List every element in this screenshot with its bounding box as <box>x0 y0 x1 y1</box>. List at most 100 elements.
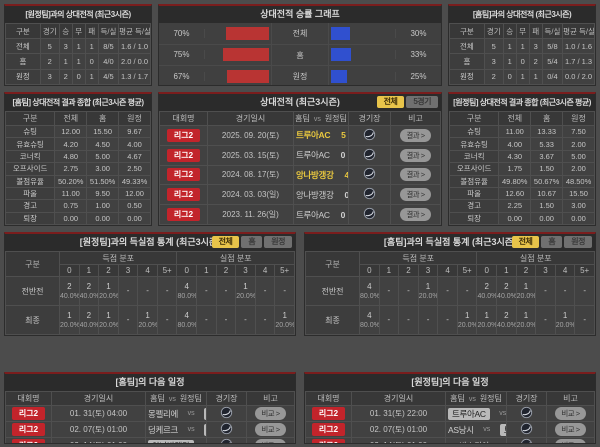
stadium-cell <box>348 204 391 225</box>
goal-col-header: 0 <box>359 264 380 277</box>
compare-button[interactable]: 비교 > <box>255 439 286 443</box>
home-team-name: AS낭시 <box>448 424 474 435</box>
result-button[interactable]: 결과 > <box>400 148 431 162</box>
goal-cols-row: 0 1 2 3 4 5+ 0 1 2 3 4 5+ <box>306 264 595 277</box>
stadium-icon[interactable] <box>520 438 533 443</box>
tab-home[interactable]: 홈 <box>241 236 263 248</box>
home-score: 0 <box>344 190 347 200</box>
stadium-icon[interactable] <box>220 438 233 443</box>
row-label: 홈 <box>5 53 41 70</box>
away-winrate-bar <box>331 26 350 40</box>
compare-button[interactable]: 비교 > <box>555 439 586 443</box>
stadium-icon[interactable] <box>220 406 233 420</box>
record-cell: 3 <box>528 37 543 55</box>
away-winrate-bar <box>331 48 352 62</box>
goal-dist-cell: 2 40.0% <box>78 276 100 306</box>
result-button[interactable]: 결과 > <box>400 208 431 222</box>
summary-cell: 2.00 <box>562 162 595 176</box>
stat-row: 최종 4 80.0% - - - -1 20.0% 1 20.0% 2 40.0% 1 20.0% -1 20… <box>305 305 595 335</box>
stadium-icon[interactable] <box>363 128 376 141</box>
compare-button[interactable]: 비교 > <box>555 407 586 420</box>
tab-all[interactable]: 전체 <box>211 236 240 248</box>
col-header: 대회명 <box>305 391 352 406</box>
stadium-icon[interactable] <box>363 148 376 161</box>
summary-cell: 9.67 <box>118 124 151 139</box>
record-row: 전체 5 1 1 3 5/8 1.0 / 1.6 <box>449 37 595 55</box>
result-button[interactable]: 결과 > <box>400 128 431 142</box>
record-cell: 3 <box>39 68 60 85</box>
record-cell: 2 <box>528 53 543 70</box>
row-label: 원정 <box>5 68 41 85</box>
goal-col-header: 1 <box>496 264 517 277</box>
home-team-summary-panel: [홈팀] 상대전적 결과 종합 (최근3시즌 평균) 구분 전체 홈 원정 슈팅… <box>4 92 152 226</box>
record-row: 홈 3 1 0 2 5/4 1.7 / 1.3 <box>449 53 595 70</box>
stat-row: 전반전 2 40.0% 2 40.0% 1 20.0% - - -4 80.0% - -1 20.0% - - <box>5 276 295 306</box>
note-cell: 비교 > <box>246 421 295 438</box>
panel-title: [원정팀]의 다음 일정 <box>305 374 595 391</box>
away-winrate-track <box>329 23 395 44</box>
record-cell: 1 <box>528 68 543 85</box>
stadium-icon[interactable] <box>220 422 233 436</box>
result-button[interactable]: 결과 > <box>400 168 431 182</box>
away-winrate-value: 25% <box>395 72 441 82</box>
league-cell: 리그2 <box>5 421 52 438</box>
goal-stats-vs-home-panel: [홈팀]과의 득실점 통계 (최근3시즌) 전체 홈 원정 구분 득점 분포 실… <box>304 232 596 336</box>
panel-title: 상대전적 (최근3시즌) 전체 5경기 <box>159 94 441 111</box>
summary-cell: 0.50 <box>118 199 151 213</box>
match-date: 2025. 09. 20(토) <box>207 125 294 146</box>
tab-all[interactable]: 전체 <box>511 236 540 248</box>
compare-button[interactable]: 비교 > <box>255 423 286 436</box>
row-label: 코너킥 <box>5 149 56 164</box>
row-label: 슈팅 <box>449 124 500 139</box>
goal-dist-cell: - <box>398 305 419 335</box>
tab-home[interactable]: 홈 <box>541 236 563 248</box>
summary-row: 파울 11.00 9.50 12.00 <box>5 186 151 201</box>
goal-dist-cell: - <box>574 305 595 335</box>
record-row: 홈 2 1 1 0 4/0 2.0 / 0.0 <box>5 53 151 70</box>
record-cell: 4/0 <box>97 53 120 70</box>
compare-button[interactable]: 비교 > <box>255 407 286 420</box>
match-row: 리그2 2024. 03. 03(일) 앙나방갱강 0-0 트루아AC 결과 > <box>159 184 441 206</box>
stadium-icon[interactable] <box>520 422 533 436</box>
matchup-cell: 앙나방갱강 0-0 트루아AC <box>293 184 349 206</box>
stadium-cell <box>348 184 391 206</box>
match-row: 리그2 2025. 09. 20(토) 트루아AC 5-2 앙나방갱강 결과 > <box>159 125 441 146</box>
summary-row: 유효슈팅 4.20 4.50 4.00 <box>5 137 151 151</box>
schedule-row: 리그2 02. 07(토) 01:00 덩케르크 vs 앙나방갱강 비교 > <box>5 421 295 438</box>
stadium-icon[interactable] <box>363 207 376 220</box>
panel-title-text: [홈팀]과의 득실점 통계 (최근3시즌) <box>383 237 517 247</box>
col-header: 무 <box>71 23 86 39</box>
stat-row-label: 전반전 <box>5 276 60 306</box>
result-button[interactable]: 결과 > <box>400 188 431 202</box>
vs-label: vs <box>194 442 205 443</box>
stat-row-label: 최종 <box>5 305 60 335</box>
col-header: 경기장 <box>206 391 247 406</box>
goal-dist-cell: - <box>137 276 158 306</box>
summary-row: 퇴장 0.00 0.00 0.00 <box>449 211 595 225</box>
goal-dist-cell: - <box>437 305 458 335</box>
stadium-icon[interactable] <box>520 406 533 420</box>
record-cell: 1 <box>71 53 86 70</box>
summary-cell: 50.20% <box>54 174 88 188</box>
summary-cell: 4.67 <box>118 149 151 164</box>
schedule-header-row: 대회명 경기일시 홈팀 vs 원정팀 경기장 비고 <box>305 391 595 406</box>
league-badge: 리그2 <box>311 423 346 436</box>
compare-button[interactable]: 비교 > <box>555 423 586 436</box>
summary-cell: 5.33 <box>530 137 564 151</box>
summary-cell: 15.50 <box>562 186 595 201</box>
stadium-icon[interactable] <box>363 167 376 180</box>
tab-all[interactable]: 전체 <box>376 96 405 108</box>
tab-away[interactable]: 원정 <box>264 236 292 248</box>
summary-cell: 0.00 <box>530 211 564 225</box>
record-header-row: 구분 경기 승 무 패 득/실 평균 득/실 <box>449 23 595 39</box>
note-cell: 비교 > <box>246 405 295 422</box>
stadium-icon[interactable] <box>363 187 376 200</box>
home-team-name: 앙나방갱강 <box>148 439 194 443</box>
tab-away[interactable]: 원정 <box>564 236 592 248</box>
record-cell: 1 <box>515 37 530 55</box>
col-header: 비고 <box>246 391 295 406</box>
summary-cell: 5.00 <box>562 149 595 164</box>
goal-dist-cell: - <box>574 276 595 306</box>
tab-last5[interactable]: 5경기 <box>406 96 438 108</box>
away-team-name: 앙나방갱강 <box>204 423 206 436</box>
